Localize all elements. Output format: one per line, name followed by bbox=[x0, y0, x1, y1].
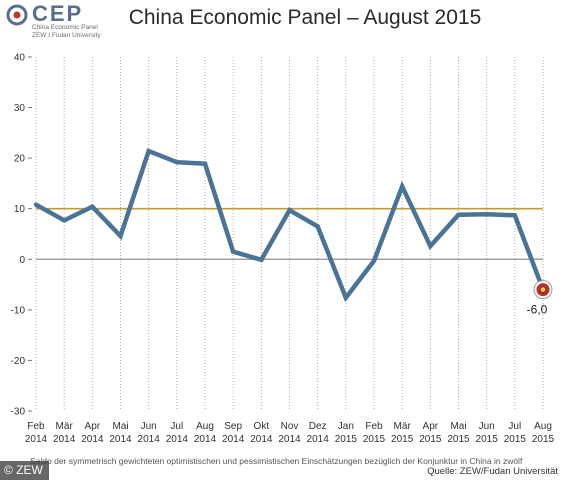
x-tick-label-month: Aug bbox=[534, 421, 552, 432]
logo-subtitle-1: China Economic Panel bbox=[32, 24, 98, 31]
x-tick-label-month: Jun bbox=[141, 421, 157, 432]
x-tick-label-month: Feb bbox=[365, 421, 383, 432]
x-tick-label-year: 2015 bbox=[476, 434, 499, 445]
x-tick-label-year: 2015 bbox=[363, 434, 386, 445]
logo-text: CEP bbox=[32, 1, 84, 26]
data-point bbox=[456, 212, 461, 217]
series-layer bbox=[33, 148, 553, 303]
x-tick-label-month: Apr bbox=[423, 421, 439, 432]
x-tick-label-month: Nov bbox=[281, 421, 299, 432]
data-point bbox=[484, 212, 489, 217]
x-tick-label-year: 2015 bbox=[504, 434, 527, 445]
data-point bbox=[61, 218, 67, 223]
x-tick-label-month: Mai bbox=[450, 421, 466, 432]
x-tick-label-month: Jan bbox=[338, 421, 354, 432]
x-tick-label-month: Jul bbox=[170, 421, 183, 432]
x-tick-label-year: 2014 bbox=[138, 434, 161, 445]
x-tick-label-month: Mär bbox=[56, 421, 74, 432]
data-point bbox=[371, 258, 377, 264]
source-note: Quelle: ZEW/Fudan Universität bbox=[427, 466, 558, 477]
y-tick-label: 0 bbox=[19, 255, 25, 266]
x-tick-label-year: 2015 bbox=[447, 434, 470, 445]
last-point-center bbox=[539, 286, 547, 293]
x-tick-label-month: Sep bbox=[224, 421, 242, 432]
y-tick-label: -20 bbox=[11, 356, 26, 367]
y-tick-label: -10 bbox=[11, 305, 26, 316]
y-tick-label: 30 bbox=[14, 103, 26, 114]
cep-logo-mark bbox=[6, 4, 28, 26]
x-tick-label-year: 2014 bbox=[278, 434, 301, 445]
x-tick-label-month: Jun bbox=[479, 421, 495, 432]
x-tick-label-year: 2015 bbox=[532, 434, 555, 445]
y-tick-label: 10 bbox=[14, 204, 26, 215]
y-tick-label: 20 bbox=[14, 154, 26, 165]
data-point bbox=[202, 161, 208, 166]
x-tick-label-year: 2015 bbox=[335, 434, 358, 445]
last-value-label: -6,0 bbox=[527, 303, 548, 317]
x-tick-label-year: 2014 bbox=[307, 434, 330, 445]
x-tick-label-month: Dez bbox=[309, 421, 327, 432]
data-point bbox=[90, 204, 95, 209]
x-tick-label-month: Jul bbox=[508, 421, 521, 432]
x-tick-label-year: 2014 bbox=[81, 434, 104, 445]
data-point bbox=[399, 184, 405, 189]
x-tick-label-month: Mai bbox=[112, 421, 128, 432]
grid-layer bbox=[28, 56, 544, 412]
data-point bbox=[259, 257, 264, 262]
data-point bbox=[174, 159, 180, 165]
label-layer: 403020100-10-20-30Feb2014Mär2014Apr2014M… bbox=[11, 53, 555, 446]
cep-logo: CEP China Economic Panel ZEW I Fudan Uni… bbox=[6, 1, 116, 42]
x-tick-label-year: 2014 bbox=[194, 434, 217, 445]
data-point bbox=[428, 243, 433, 249]
data-point bbox=[315, 224, 320, 229]
x-tick-label-year: 2014 bbox=[166, 434, 189, 445]
x-tick-label-month: Mär bbox=[394, 421, 412, 432]
x-tick-label-month: Apr bbox=[85, 421, 101, 432]
x-tick-label-year: 2014 bbox=[109, 434, 132, 445]
x-tick-label-year: 2015 bbox=[419, 434, 442, 445]
footnote: Saldo der symmetrisch gewichteten optimi… bbox=[30, 456, 523, 466]
series-line bbox=[34, 148, 546, 303]
x-tick-label-month: Okt bbox=[254, 421, 270, 432]
data-point bbox=[33, 202, 39, 207]
x-tick-label-month: Feb bbox=[27, 421, 45, 432]
data-point bbox=[343, 295, 349, 300]
x-tick-label-year: 2014 bbox=[250, 434, 273, 445]
x-tick-label-year: 2014 bbox=[53, 434, 76, 445]
x-tick-label-year: 2014 bbox=[222, 434, 245, 445]
data-point bbox=[146, 148, 151, 154]
y-tick-label: 40 bbox=[14, 53, 26, 64]
x-tick-label-year: 2014 bbox=[25, 434, 48, 445]
data-point bbox=[230, 249, 236, 254]
chart-title: China Economic Panel – August 2015 bbox=[128, 6, 482, 29]
y-tick-label: -30 bbox=[11, 407, 26, 418]
data-point bbox=[287, 208, 292, 213]
logo-subtitle-2: ZEW I Fudan University bbox=[32, 32, 101, 39]
data-point bbox=[118, 233, 123, 239]
x-tick-label-month: Aug bbox=[196, 421, 214, 432]
copyright-badge: © ZEW bbox=[0, 461, 49, 480]
x-tick-label-year: 2015 bbox=[391, 434, 414, 445]
data-point bbox=[512, 213, 518, 218]
